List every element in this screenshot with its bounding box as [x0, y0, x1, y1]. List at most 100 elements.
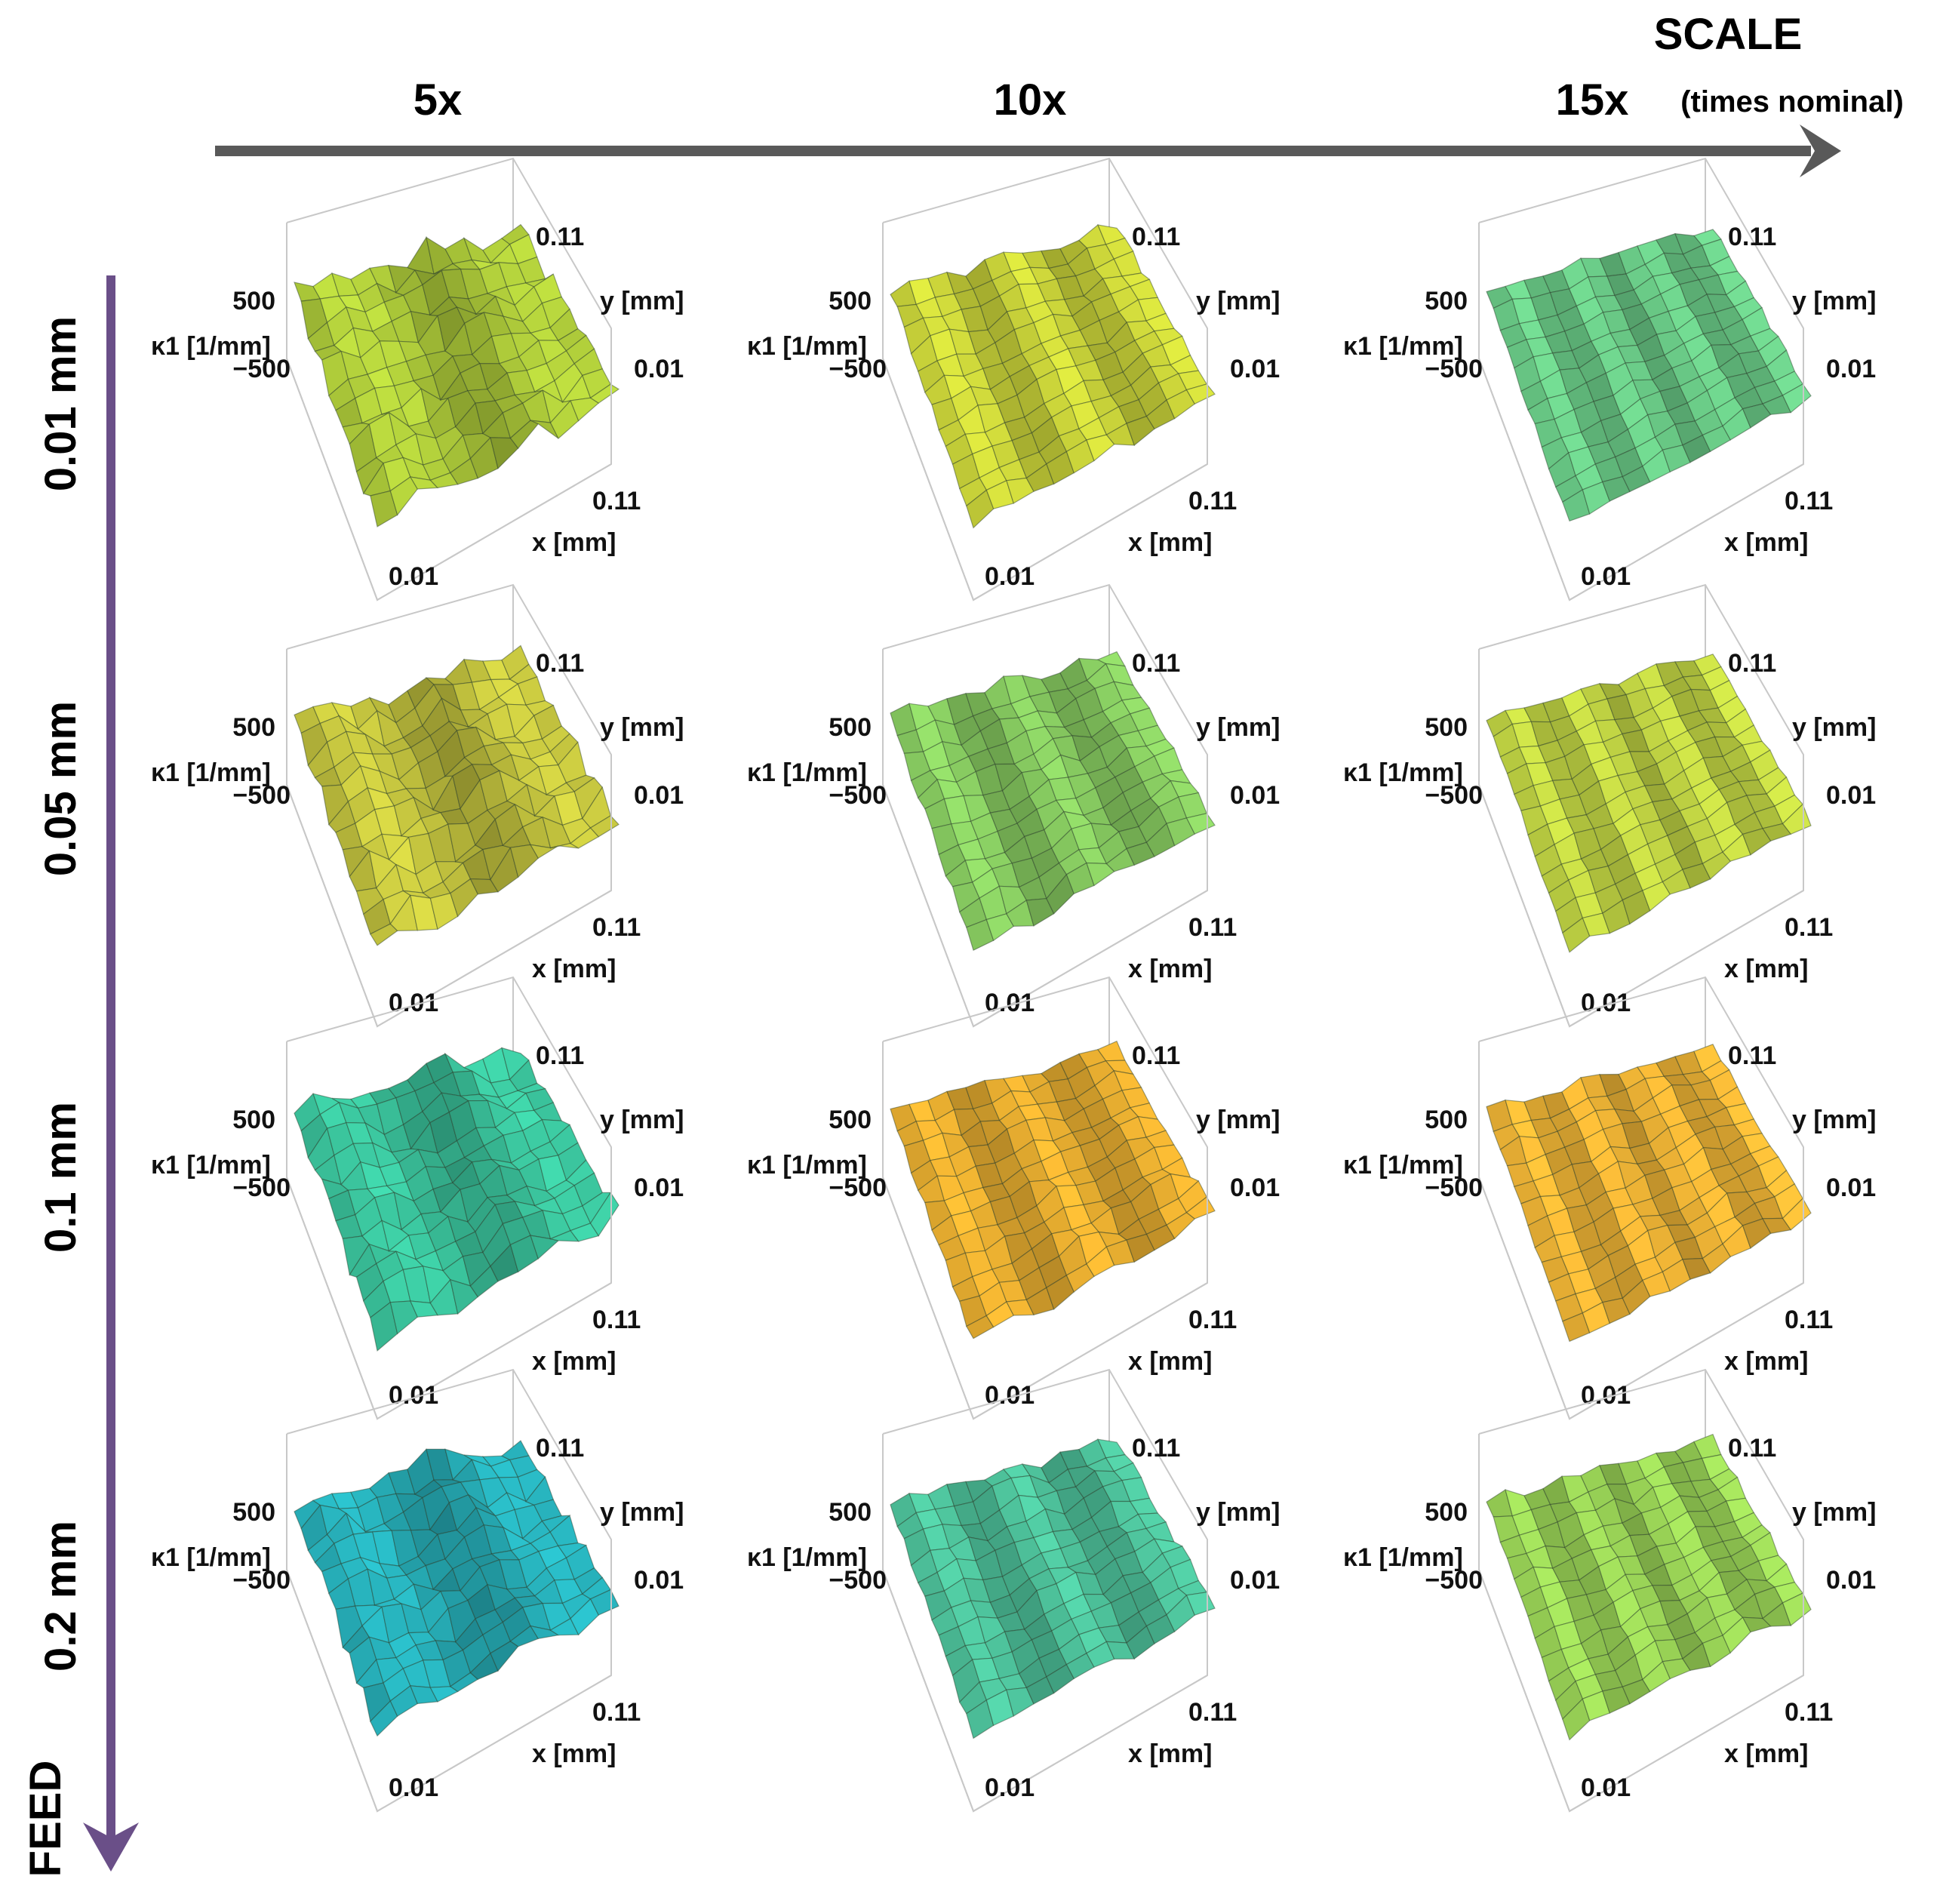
- y-axis-label: y [mm]: [1196, 713, 1280, 742]
- x-tick-min: 0.01: [1581, 1773, 1631, 1802]
- bounding-box-base: [286, 1147, 612, 1420]
- z-axis-label: κ1 [1/mm]: [151, 1151, 271, 1180]
- x-tick-max: 0.11: [1785, 1698, 1833, 1727]
- y-tick-max: 0.11: [1132, 1041, 1180, 1070]
- y-axis-label: y [mm]: [1792, 287, 1876, 315]
- y-axis-label: y [mm]: [1792, 713, 1876, 742]
- z-tick-min: −500: [232, 781, 291, 810]
- x-axis-label: x [mm]: [1724, 955, 1808, 983]
- bounding-box-base: [882, 755, 1208, 1028]
- x-tick-min: 0.01: [389, 562, 438, 591]
- x-tick-min: 0.01: [985, 989, 1035, 1017]
- z-axis-label: κ1 [1/mm]: [151, 758, 271, 787]
- feed-row-label-2: 0.1 mm: [36, 1102, 85, 1253]
- z-tick-min: −500: [232, 1173, 291, 1202]
- scale-arrow-head: [1800, 125, 1841, 177]
- x-tick-min: 0.01: [389, 1381, 438, 1410]
- z-tick-min: −500: [1425, 781, 1483, 810]
- y-tick-max: 0.11: [1132, 223, 1180, 251]
- z-tick-max: 500: [1425, 1106, 1468, 1134]
- z-tick-min: −500: [1425, 355, 1483, 383]
- y-axis-label: y [mm]: [600, 1498, 684, 1527]
- bounding-box-base: [882, 1147, 1208, 1420]
- bounding-box-base: [286, 1540, 612, 1813]
- z-tick-max: 500: [232, 287, 275, 315]
- x-tick-max: 0.11: [1188, 1306, 1237, 1334]
- z-axis-label: κ1 [1/mm]: [747, 332, 867, 361]
- z-tick-max: 500: [829, 1106, 872, 1134]
- bounding-box-base: [1478, 755, 1804, 1028]
- z-axis-label: κ1 [1/mm]: [1343, 758, 1463, 787]
- x-axis-label: x [mm]: [1128, 955, 1212, 983]
- y-tick-max: 0.11: [1728, 223, 1776, 251]
- y-tick-min: 0.01: [634, 781, 684, 810]
- z-tick-max: 500: [1425, 1498, 1468, 1527]
- x-tick-min: 0.01: [1581, 562, 1631, 591]
- x-axis-label: x [mm]: [1128, 1739, 1212, 1768]
- z-axis-label: κ1 [1/mm]: [151, 1543, 271, 1572]
- z-axis-label: κ1 [1/mm]: [747, 1543, 867, 1572]
- z-tick-max: 500: [1425, 287, 1468, 315]
- scale-col-label-5x: 5x: [414, 75, 463, 125]
- x-axis-label: x [mm]: [532, 1347, 616, 1376]
- y-tick-min: 0.01: [634, 355, 684, 383]
- z-tick-max: 500: [829, 1498, 872, 1527]
- z-tick-min: −500: [829, 781, 887, 810]
- z-tick-min: −500: [829, 1566, 887, 1595]
- x-axis-label: x [mm]: [1724, 528, 1808, 557]
- z-axis-label: κ1 [1/mm]: [747, 1151, 867, 1180]
- z-axis-label: κ1 [1/mm]: [1343, 1543, 1463, 1572]
- scale-col-label-10x: 10x: [994, 75, 1067, 125]
- x-axis-label: x [mm]: [1128, 528, 1212, 557]
- x-tick-max: 0.11: [1785, 913, 1833, 942]
- y-tick-max: 0.11: [536, 1041, 584, 1070]
- y-tick-min: 0.01: [1826, 1173, 1876, 1202]
- z-tick-max: 500: [1425, 713, 1468, 742]
- feed-row-label-0: 0.01 mm: [36, 316, 85, 491]
- y-tick-min: 0.01: [1826, 355, 1876, 383]
- bounding-box-base: [1478, 328, 1804, 601]
- x-tick-max: 0.11: [1188, 487, 1237, 515]
- y-axis-label: y [mm]: [1196, 287, 1280, 315]
- z-axis-label: κ1 [1/mm]: [151, 332, 271, 361]
- x-tick-min: 0.01: [1581, 989, 1631, 1017]
- bounding-box-base: [882, 328, 1208, 601]
- z-tick-min: −500: [829, 355, 887, 383]
- scale-title: SCALE: [1654, 10, 1803, 59]
- z-axis-label: κ1 [1/mm]: [1343, 1151, 1463, 1180]
- x-tick-min: 0.01: [985, 1381, 1035, 1410]
- z-tick-min: −500: [232, 355, 291, 383]
- x-axis-label: x [mm]: [532, 1739, 616, 1768]
- feed-title: FEED: [21, 1761, 70, 1878]
- bounding-box-base: [1478, 1540, 1804, 1813]
- y-tick-min: 0.01: [1230, 1173, 1280, 1202]
- x-tick-max: 0.11: [1785, 1306, 1833, 1334]
- bounding-box-base: [286, 328, 612, 601]
- z-tick-max: 500: [829, 713, 872, 742]
- y-tick-max: 0.11: [1728, 1041, 1776, 1070]
- y-tick-min: 0.01: [1230, 355, 1280, 383]
- y-tick-min: 0.01: [1230, 1566, 1280, 1595]
- y-tick-min: 0.01: [1230, 781, 1280, 810]
- y-tick-min: 0.01: [634, 1173, 684, 1202]
- x-axis-label: x [mm]: [1724, 1739, 1808, 1768]
- feed-arrow-head: [83, 1822, 139, 1872]
- z-tick-min: −500: [232, 1566, 291, 1595]
- x-tick-min: 0.01: [985, 562, 1035, 591]
- x-tick-min: 0.01: [985, 1773, 1035, 1802]
- z-tick-max: 500: [232, 713, 275, 742]
- feed-row-label-1: 0.05 mm: [36, 701, 85, 876]
- y-axis-label: y [mm]: [600, 713, 684, 742]
- y-tick-max: 0.11: [1728, 1434, 1776, 1463]
- y-axis-label: y [mm]: [1196, 1498, 1280, 1527]
